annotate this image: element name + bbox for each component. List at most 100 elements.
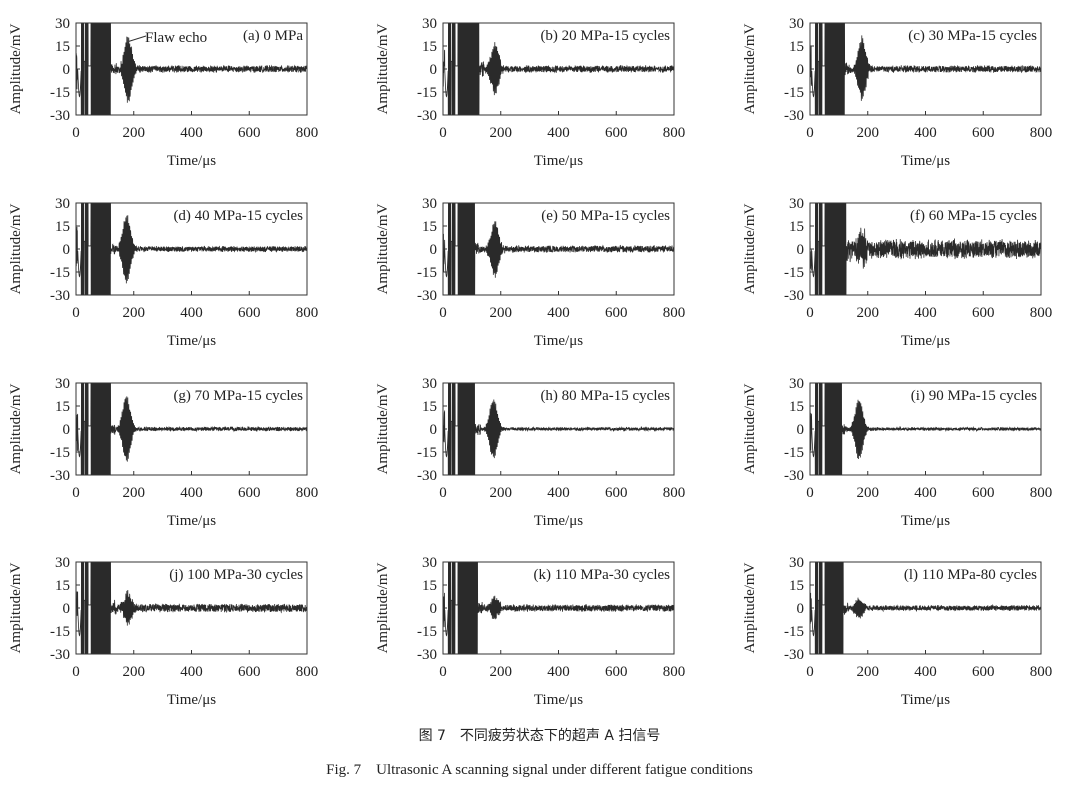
x-tick-label: 400: [180, 664, 203, 680]
y-tick-label: 0: [430, 62, 438, 78]
y-tick-label: 30: [55, 196, 70, 212]
panel-title: (d) 40 MPa-15 cycles: [173, 208, 303, 224]
y-tick-label: -15: [784, 85, 804, 101]
x-tick-label: 800: [1030, 664, 1053, 680]
signal-trace: [810, 23, 1041, 115]
y-tick-label: 0: [797, 601, 805, 617]
x-tick-label: 200: [123, 664, 146, 680]
y-tick-label: -15: [784, 265, 804, 281]
x-axis-label: Time/μs: [901, 153, 950, 169]
x-tick-label: 600: [972, 305, 995, 321]
x-tick-label: 0: [806, 125, 814, 141]
figure-caption-chinese: 图 7 不同疲劳状态下的超声 A 扫信号: [418, 728, 661, 744]
y-tick-label: -15: [417, 85, 437, 101]
x-tick-label: 200: [123, 305, 146, 321]
x-tick-label: 600: [238, 485, 261, 501]
y-tick-label: -30: [784, 108, 804, 124]
y-tick-label: -30: [417, 108, 437, 124]
y-tick-label: -30: [50, 647, 70, 663]
x-tick-label: 600: [605, 664, 628, 680]
y-tick-label: 30: [422, 196, 437, 212]
x-tick-label: 200: [857, 305, 880, 321]
y-tick-label: 15: [55, 399, 70, 415]
y-tick-label: 30: [789, 16, 804, 32]
x-tick-label: 200: [123, 125, 146, 141]
y-tick-label: 15: [422, 399, 437, 415]
x-tick-label: 800: [663, 305, 686, 321]
y-tick-label: -30: [784, 468, 804, 484]
y-tick-label: 15: [422, 219, 437, 235]
x-tick-label: 600: [972, 664, 995, 680]
signal-trace: [443, 203, 674, 295]
x-tick-label: 200: [490, 664, 513, 680]
panel-title: (a) 0 MPa: [243, 28, 303, 44]
x-tick-label: 800: [663, 485, 686, 501]
y-axis-label: Amplitude/mV: [742, 203, 758, 294]
x-tick-label: 200: [857, 664, 880, 680]
y-tick-label: -15: [50, 85, 70, 101]
y-tick-label: 30: [789, 376, 804, 392]
y-tick-label: -15: [784, 445, 804, 461]
x-tick-label: 400: [180, 485, 203, 501]
x-tick-label: 400: [180, 305, 203, 321]
x-tick-label: 400: [547, 664, 570, 680]
x-tick-label: 0: [439, 305, 447, 321]
x-axis-label: Time/μs: [167, 692, 216, 708]
x-axis-label: Time/μs: [167, 153, 216, 169]
y-tick-label: 30: [55, 376, 70, 392]
y-tick-label: 15: [789, 578, 804, 594]
signal-trace: [443, 562, 674, 654]
figure-caption-english: Fig. 7 Ultrasonic A scanning signal unde…: [326, 762, 753, 778]
x-tick-label: 400: [547, 485, 570, 501]
x-tick-label: 800: [296, 125, 319, 141]
x-tick-label: 200: [123, 485, 146, 501]
x-tick-label: 600: [972, 485, 995, 501]
x-tick-label: 800: [1030, 125, 1053, 141]
y-tick-label: -15: [417, 265, 437, 281]
x-tick-label: 400: [914, 125, 937, 141]
panel-title: (e) 50 MPa-15 cycles: [541, 208, 670, 224]
y-tick-label: 30: [422, 16, 437, 32]
flaw-echo-annotation: Flaw echo: [145, 30, 207, 46]
x-tick-label: 800: [1030, 305, 1053, 321]
y-tick-label: -15: [417, 624, 437, 640]
x-tick-label: 0: [806, 485, 814, 501]
y-tick-label: -15: [50, 445, 70, 461]
panel-title: (l) 110 MPa-80 cycles: [904, 567, 1037, 583]
x-tick-label: 800: [296, 664, 319, 680]
x-axis-label: Time/μs: [901, 513, 950, 529]
y-tick-label: 30: [789, 555, 804, 571]
panel-title: (f) 60 MPa-15 cycles: [910, 208, 1037, 224]
y-tick-label: -30: [50, 288, 70, 304]
x-tick-label: 400: [547, 305, 570, 321]
x-tick-label: 600: [238, 664, 261, 680]
x-tick-label: 0: [72, 125, 80, 141]
signal-trace: [443, 23, 674, 115]
y-tick-label: 30: [422, 555, 437, 571]
annotation-arrow: [128, 35, 147, 42]
signal-trace: [76, 383, 307, 475]
y-tick-label: 0: [63, 62, 71, 78]
y-tick-label: -30: [417, 288, 437, 304]
y-tick-label: 0: [430, 422, 438, 438]
y-tick-label: -15: [50, 624, 70, 640]
panel-title: (b) 20 MPa-15 cycles: [540, 28, 670, 44]
x-tick-label: 800: [663, 664, 686, 680]
x-axis-label: Time/μs: [167, 333, 216, 349]
panel-title: (g) 70 MPa-15 cycles: [173, 388, 303, 404]
y-tick-label: -15: [417, 445, 437, 461]
x-tick-label: 0: [439, 125, 447, 141]
x-axis-label: Time/μs: [534, 153, 583, 169]
x-tick-label: 800: [663, 125, 686, 141]
signal-trace: [810, 562, 1041, 654]
y-tick-label: 15: [55, 219, 70, 235]
y-tick-label: -30: [784, 288, 804, 304]
x-tick-label: 600: [238, 305, 261, 321]
signal-trace: [810, 203, 1041, 295]
y-tick-label: 30: [55, 16, 70, 32]
